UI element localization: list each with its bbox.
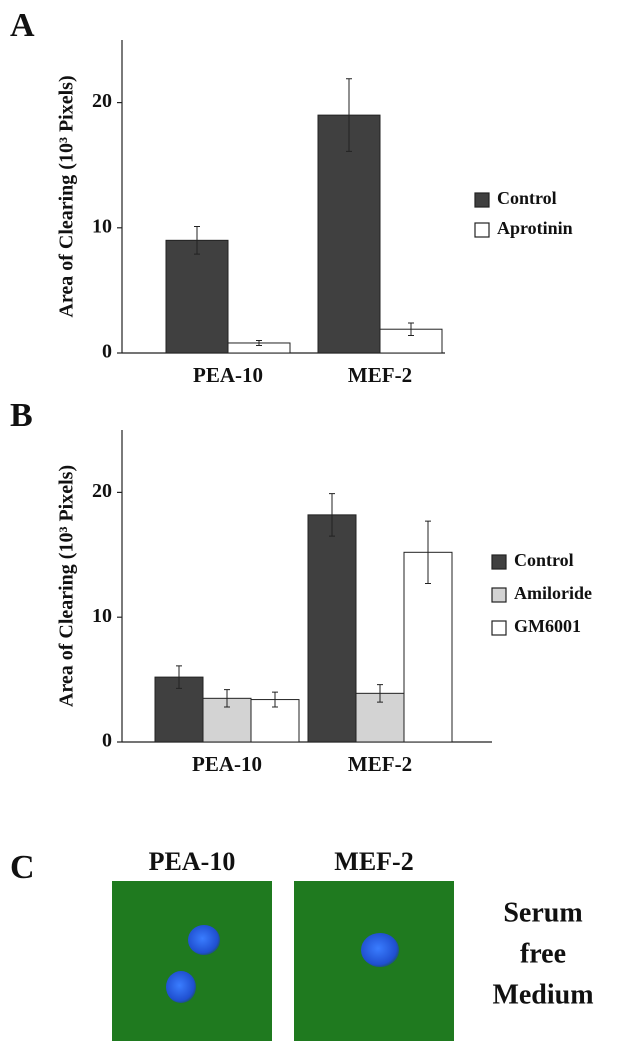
legend-label: Amiloride [514, 583, 592, 603]
error-bar [329, 493, 335, 537]
legend-label: Control [497, 188, 557, 208]
legend-swatch [474, 222, 490, 238]
y-tick-label: 10 [92, 215, 112, 237]
y-tick-label: 20 [92, 480, 112, 502]
legend-label: Control [514, 550, 574, 570]
y-tick-label: 20 [92, 90, 112, 112]
x-tick-label: MEF-2 [348, 752, 412, 776]
error-bar [256, 339, 262, 346]
x-tick-label: PEA-10 [193, 363, 263, 387]
image-label: PEA-10 [149, 847, 236, 876]
micrograph [112, 881, 272, 1041]
y-tick-label: 0 [102, 730, 112, 752]
error-bar [377, 684, 383, 703]
error-bar [425, 520, 431, 585]
image-label: MEF-2 [334, 847, 413, 876]
nucleus [188, 925, 220, 955]
nucleus [166, 971, 196, 1003]
condition-label: Serum [503, 897, 582, 928]
panel-label: C [10, 849, 35, 886]
error-bar [194, 226, 200, 255]
bar [317, 114, 381, 354]
panel-label: A [10, 7, 35, 44]
x-tick-label: MEF-2 [348, 363, 412, 387]
condition-label: Medium [492, 979, 593, 1010]
error-bar [346, 78, 352, 152]
x-tick-label: PEA-10 [192, 752, 262, 776]
y-axis-label: Area of Clearing (10³ Pixels) [56, 465, 78, 707]
condition-label: free [520, 938, 566, 969]
legend-swatch [491, 620, 507, 636]
error-bar [272, 691, 278, 708]
legend-swatch [491, 587, 507, 603]
legend-label: GM6001 [514, 616, 581, 636]
error-bar [224, 689, 230, 708]
y-tick-label: 10 [92, 605, 112, 627]
panel-label: B [10, 397, 33, 434]
nucleus [361, 933, 399, 967]
bar [165, 239, 229, 354]
bar [307, 514, 357, 743]
error-bar [408, 322, 414, 336]
y-axis-label: Area of Clearing (10³ Pixels) [56, 75, 78, 317]
legend-swatch [474, 192, 490, 208]
legend-label: Aprotinin [497, 218, 573, 238]
legend-swatch [491, 554, 507, 570]
error-bar [176, 665, 182, 689]
y-tick-label: 0 [102, 341, 112, 363]
